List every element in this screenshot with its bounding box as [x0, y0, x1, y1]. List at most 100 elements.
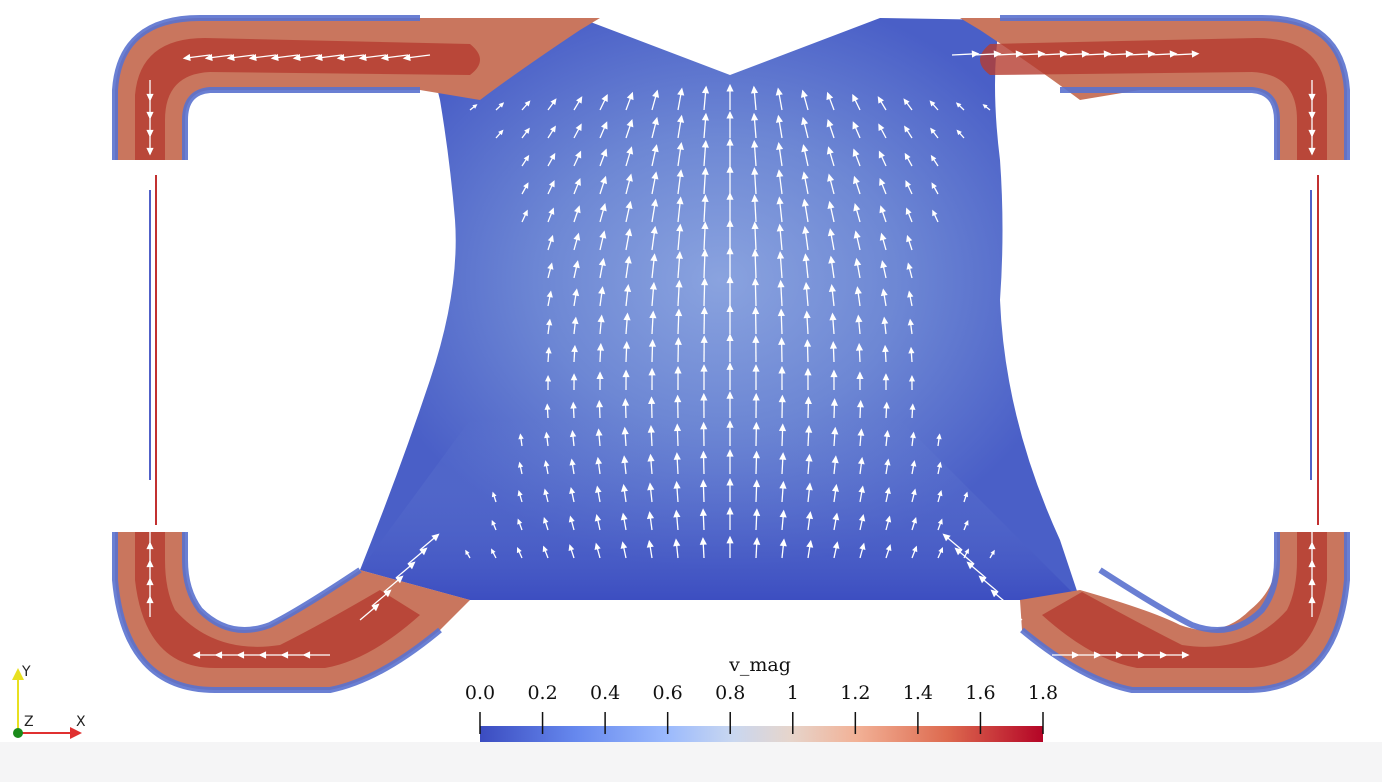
velocity-arrowhead — [647, 453, 655, 462]
velocity-arrowhead — [828, 255, 836, 264]
velocity-arrowhead — [598, 257, 606, 266]
velocity-arrowhead — [775, 87, 783, 96]
velocity-arrowhead — [982, 104, 988, 109]
velocity-arrowhead — [803, 281, 811, 290]
velocity-arrowhead — [596, 371, 604, 379]
velocity-arrowhead — [877, 96, 884, 104]
velocity-arrowhead — [1115, 651, 1124, 659]
velocity-arrowhead — [620, 541, 628, 549]
velocity-arrowhead — [522, 209, 528, 217]
velocity-arrowhead — [971, 50, 980, 58]
velocity-arrowhead — [569, 458, 576, 466]
velocity-arrowhead — [599, 230, 607, 239]
velocity-arrowhead — [701, 167, 709, 175]
velocity-arrowhead — [978, 575, 987, 584]
colorbar-tick-label: 0.0 — [464, 682, 496, 704]
velocity-arrowhead — [803, 339, 812, 347]
velocity-arrowhead — [830, 398, 838, 406]
velocity-arrowhead — [777, 279, 785, 288]
velocity-arrowhead — [879, 232, 887, 241]
velocity-arrowhead — [855, 314, 863, 323]
velocity-arrowhead — [753, 508, 761, 516]
velocity-arrowhead — [826, 91, 834, 101]
velocity-arrowhead — [911, 517, 918, 524]
velocity-arrowhead — [752, 479, 761, 488]
velocity-arrowhead — [752, 450, 761, 459]
velocity-arrowhead — [570, 373, 578, 381]
velocity-arrowhead — [595, 428, 603, 436]
velocity-arrowhead — [675, 308, 683, 317]
velocity-arrowhead — [852, 175, 860, 185]
velocity-arrowhead — [990, 589, 999, 598]
velocity-arrowhead — [574, 205, 581, 214]
velocity-arrowhead — [523, 182, 529, 189]
velocity-arrowhead — [826, 146, 834, 155]
velocity-arrowhead — [909, 403, 916, 410]
velocity-arrowhead — [777, 251, 785, 259]
velocity-arrowhead — [596, 399, 604, 408]
velocity-arrowhead — [572, 288, 580, 297]
velocity-arrowhead — [937, 518, 943, 525]
velocity-arrowhead — [700, 335, 708, 343]
velocity-arrowhead — [650, 253, 658, 262]
velocity-arrowhead — [570, 401, 577, 409]
velocity-arrowhead — [491, 491, 497, 498]
velocity-arrowhead — [621, 426, 629, 435]
velocity-arrowhead — [1308, 559, 1316, 568]
velocity-arrowhead — [881, 316, 889, 325]
velocity-arrowhead — [882, 344, 889, 353]
velocity-arrowhead — [802, 253, 810, 262]
velocity-arrowhead — [726, 192, 734, 200]
velocity-arrowhead — [701, 248, 709, 257]
colorbar-ticks — [479, 712, 1044, 734]
velocity-arrowhead — [146, 93, 154, 102]
velocity-arrowhead — [673, 452, 681, 460]
velocity-arrowhead — [853, 203, 861, 212]
velocity-arrowhead — [1059, 50, 1068, 58]
velocity-arrowhead — [302, 651, 311, 659]
velocity-arrowhead — [547, 262, 554, 270]
axes-triad — [12, 668, 82, 739]
velocity-arrowhead — [778, 423, 787, 432]
velocity-arrowhead — [624, 284, 632, 292]
velocity-arrowhead — [1093, 651, 1102, 659]
velocity-arrowhead — [676, 169, 684, 178]
velocity-arrowhead — [905, 180, 912, 188]
colorbar-tick-label: 1.8 — [1027, 682, 1059, 704]
velocity-arrowhead — [673, 538, 681, 547]
velocity-arrowhead — [966, 561, 975, 570]
velocity-arrowhead — [1308, 129, 1316, 138]
velocity-arrowhead — [726, 449, 734, 457]
velocity-arrowhead — [214, 651, 223, 659]
velocity-arrowhead — [701, 139, 709, 148]
colorbar-tick-label: 0.2 — [527, 682, 558, 704]
velocity-arrowhead — [1308, 523, 1316, 532]
velocity-arrowhead — [726, 420, 734, 428]
velocity-arrowhead — [549, 125, 556, 133]
velocity-arrowhead — [1308, 577, 1316, 586]
velocity-arrowhead — [936, 461, 943, 468]
velocity-arrowhead — [726, 362, 734, 370]
velocity-arrowhead — [726, 535, 734, 544]
velocity-arrowhead — [146, 111, 154, 120]
velocity-arrowhead — [955, 102, 962, 108]
velocity-arrowhead — [858, 514, 866, 522]
velocity-arrowhead — [993, 50, 1002, 58]
velocity-arrowhead — [700, 421, 708, 430]
velocity-arrowhead — [701, 112, 710, 121]
velocity-arrowhead — [568, 515, 575, 523]
velocity-arrows — [146, 50, 1316, 659]
velocity-arrowhead — [380, 53, 389, 62]
velocity-arrowhead — [1002, 603, 1011, 612]
velocity-arrowhead — [226, 53, 235, 62]
velocity-arrowhead — [517, 490, 523, 497]
velocity-arrowhead — [905, 207, 912, 215]
velocity-arrowhead — [419, 547, 428, 556]
velocity-arrowhead — [699, 537, 707, 545]
velocity-arrowhead — [778, 394, 786, 403]
velocity-arrowhead — [911, 488, 917, 496]
velocity-arrowhead — [879, 177, 886, 186]
velocity-arrowhead — [647, 482, 655, 491]
velocity-arrowhead — [571, 316, 579, 325]
velocity-arrowhead — [1137, 651, 1146, 659]
